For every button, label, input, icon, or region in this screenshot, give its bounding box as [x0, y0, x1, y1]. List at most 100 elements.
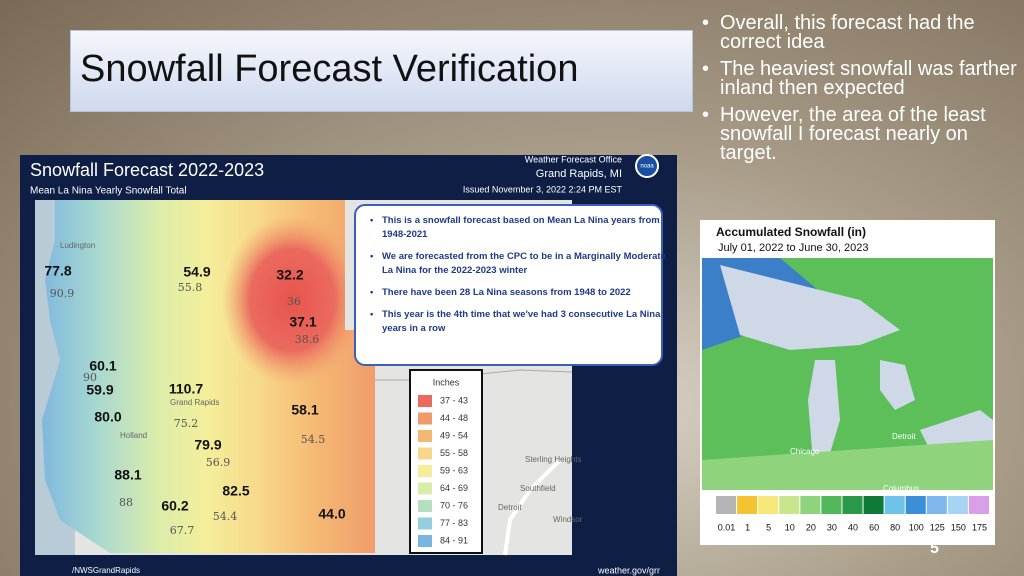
observed-value: 88.1 [114, 467, 141, 483]
legend-label: 64 - 69 [440, 483, 468, 493]
scale-label: 40 [848, 522, 858, 532]
scale-swatch [947, 496, 968, 514]
legend-swatch [418, 395, 432, 407]
scale-swatch [884, 496, 905, 514]
legend-swatch [418, 517, 432, 530]
observed-title: Accumulated Snowfall (in) [716, 225, 866, 239]
legend-swatch [418, 430, 432, 442]
observed-value: 58.1 [291, 402, 318, 418]
observed-value: 80.0 [94, 409, 121, 425]
noaa-logo [635, 154, 659, 178]
forecast-value: 67.7 [170, 524, 195, 537]
forecast-value: 36 [287, 295, 301, 308]
legend-title: Inches [433, 377, 460, 387]
issued: Issued November 3, 2022 2:24 PM EST [463, 184, 623, 194]
scale-swatch [737, 496, 758, 514]
scale-swatch [779, 496, 800, 514]
bullet: Overall, this forecast had the correct i… [702, 13, 1020, 52]
observed-value: 37.1 [289, 314, 316, 330]
scale-label: 30 [827, 522, 837, 532]
scale-label: 1 [745, 522, 750, 532]
slide-title: Snowfall Forecast Verification [80, 48, 579, 90]
legend-label: 84 - 91 [440, 535, 468, 545]
footer-left: /NWSGrandRapids [72, 566, 140, 575]
place-label: Windsor [553, 515, 583, 524]
note: We are forecasted from the CPC to be in … [370, 250, 674, 278]
observed-value: 32.2 [276, 267, 303, 283]
forecast-value: 55.8 [178, 281, 203, 294]
scale-swatch [905, 496, 926, 514]
forecast-value: 90 [83, 371, 97, 384]
scale-label: 125 [930, 522, 945, 532]
place-label: Grand Rapids [170, 398, 219, 407]
scale-swatch [863, 496, 884, 514]
bullet-list: Overall, this forecast had the correct i… [700, 13, 1020, 171]
legend-label: 59 - 63 [440, 465, 468, 475]
forecast-value: 90.9 [50, 287, 75, 300]
legend-swatch [418, 465, 432, 477]
scale-label: 5 [766, 522, 771, 532]
snow-shading [42, 200, 375, 553]
forecast-value: 88 [119, 496, 133, 509]
scale-swatch [842, 496, 863, 514]
observed-value: 59.9 [86, 382, 113, 398]
legend-label: 70 - 76 [440, 500, 468, 510]
legend-label: 44 - 48 [440, 413, 468, 423]
forecast-value: 54.5 [301, 433, 326, 446]
scale-label: 10 [785, 522, 795, 532]
title-box [70, 30, 693, 112]
city-label: Chicago [790, 447, 820, 456]
legend-label: 77 - 83 [440, 518, 468, 528]
observed-value: 60.2 [161, 498, 188, 514]
legend-label: 49 - 54 [440, 430, 468, 440]
place-label: Detroit [498, 503, 522, 512]
scale-swatch [926, 496, 947, 514]
office: Weather Forecast Office [525, 154, 622, 164]
location: Grand Rapids, MI [536, 168, 622, 180]
bullet: However, the area of the least snowfall … [702, 105, 1020, 163]
lake-michigan [808, 360, 840, 460]
lake-superior [720, 265, 900, 350]
scale-swatch [821, 496, 842, 514]
lake-huron [880, 360, 915, 410]
forecast-value: 75.2 [174, 417, 199, 430]
observed-value: 110.7 [169, 381, 203, 397]
legend: 37 - 43 44 - 48 49 - 54 55 - 58 59 - 63 64 - … [418, 395, 468, 547]
scale-swatch [800, 496, 821, 514]
scale-label: 150 [951, 522, 966, 532]
lake-erie [920, 410, 993, 450]
bullet: The heaviest snowfall was farther inland… [702, 59, 1020, 98]
map-subtitle: Mean La Nina Yearly Snowfall Total [30, 186, 187, 197]
place-label: Southfield [520, 484, 556, 493]
note: This year is the 4th time that we've had… [370, 308, 674, 336]
observed-value: 44.0 [318, 506, 345, 522]
logo-text: noaa [640, 164, 654, 170]
legend-label: 55 - 58 [440, 448, 468, 458]
city-label: Detroit [892, 432, 916, 441]
observed-value: 77.8 [44, 263, 71, 279]
note: This is a snowfall forecast based on Mea… [370, 214, 674, 242]
scale-label: 0.01 [718, 522, 736, 532]
map-labels: 77.8 54.9 32.2 37.1 60.1 59.9 110.7 80.0 58.1 79.… [44, 241, 582, 537]
legend-swatch [418, 447, 432, 460]
south-band [702, 440, 993, 490]
observed-value: 82.5 [222, 483, 249, 499]
observed-value: 60.1 [89, 358, 116, 374]
legend-swatch [418, 412, 432, 425]
forecast-value: 54.4 [213, 510, 238, 523]
scale-label: 175 [972, 522, 987, 532]
scale-swatch [968, 496, 989, 514]
footer-right: weather.gov/grr [597, 565, 660, 575]
legend-swatch [418, 482, 432, 495]
note: There have been 28 La Nina seasons from … [370, 286, 674, 300]
city-label: Columbus [883, 484, 919, 493]
forecast-value: 56.9 [206, 456, 231, 469]
place-label: Sterling Heights [525, 455, 581, 464]
scale-label: 20 [806, 522, 816, 532]
place-label: Ludington [60, 241, 95, 250]
color-scale: 0.01 1 5 10 20 30 40 60 80 100 125 150 175 [716, 496, 989, 532]
observed-period: July 01, 2022 to June 30, 2023 [718, 242, 868, 254]
scale-swatch [758, 496, 779, 514]
scale-label: 60 [869, 522, 879, 532]
